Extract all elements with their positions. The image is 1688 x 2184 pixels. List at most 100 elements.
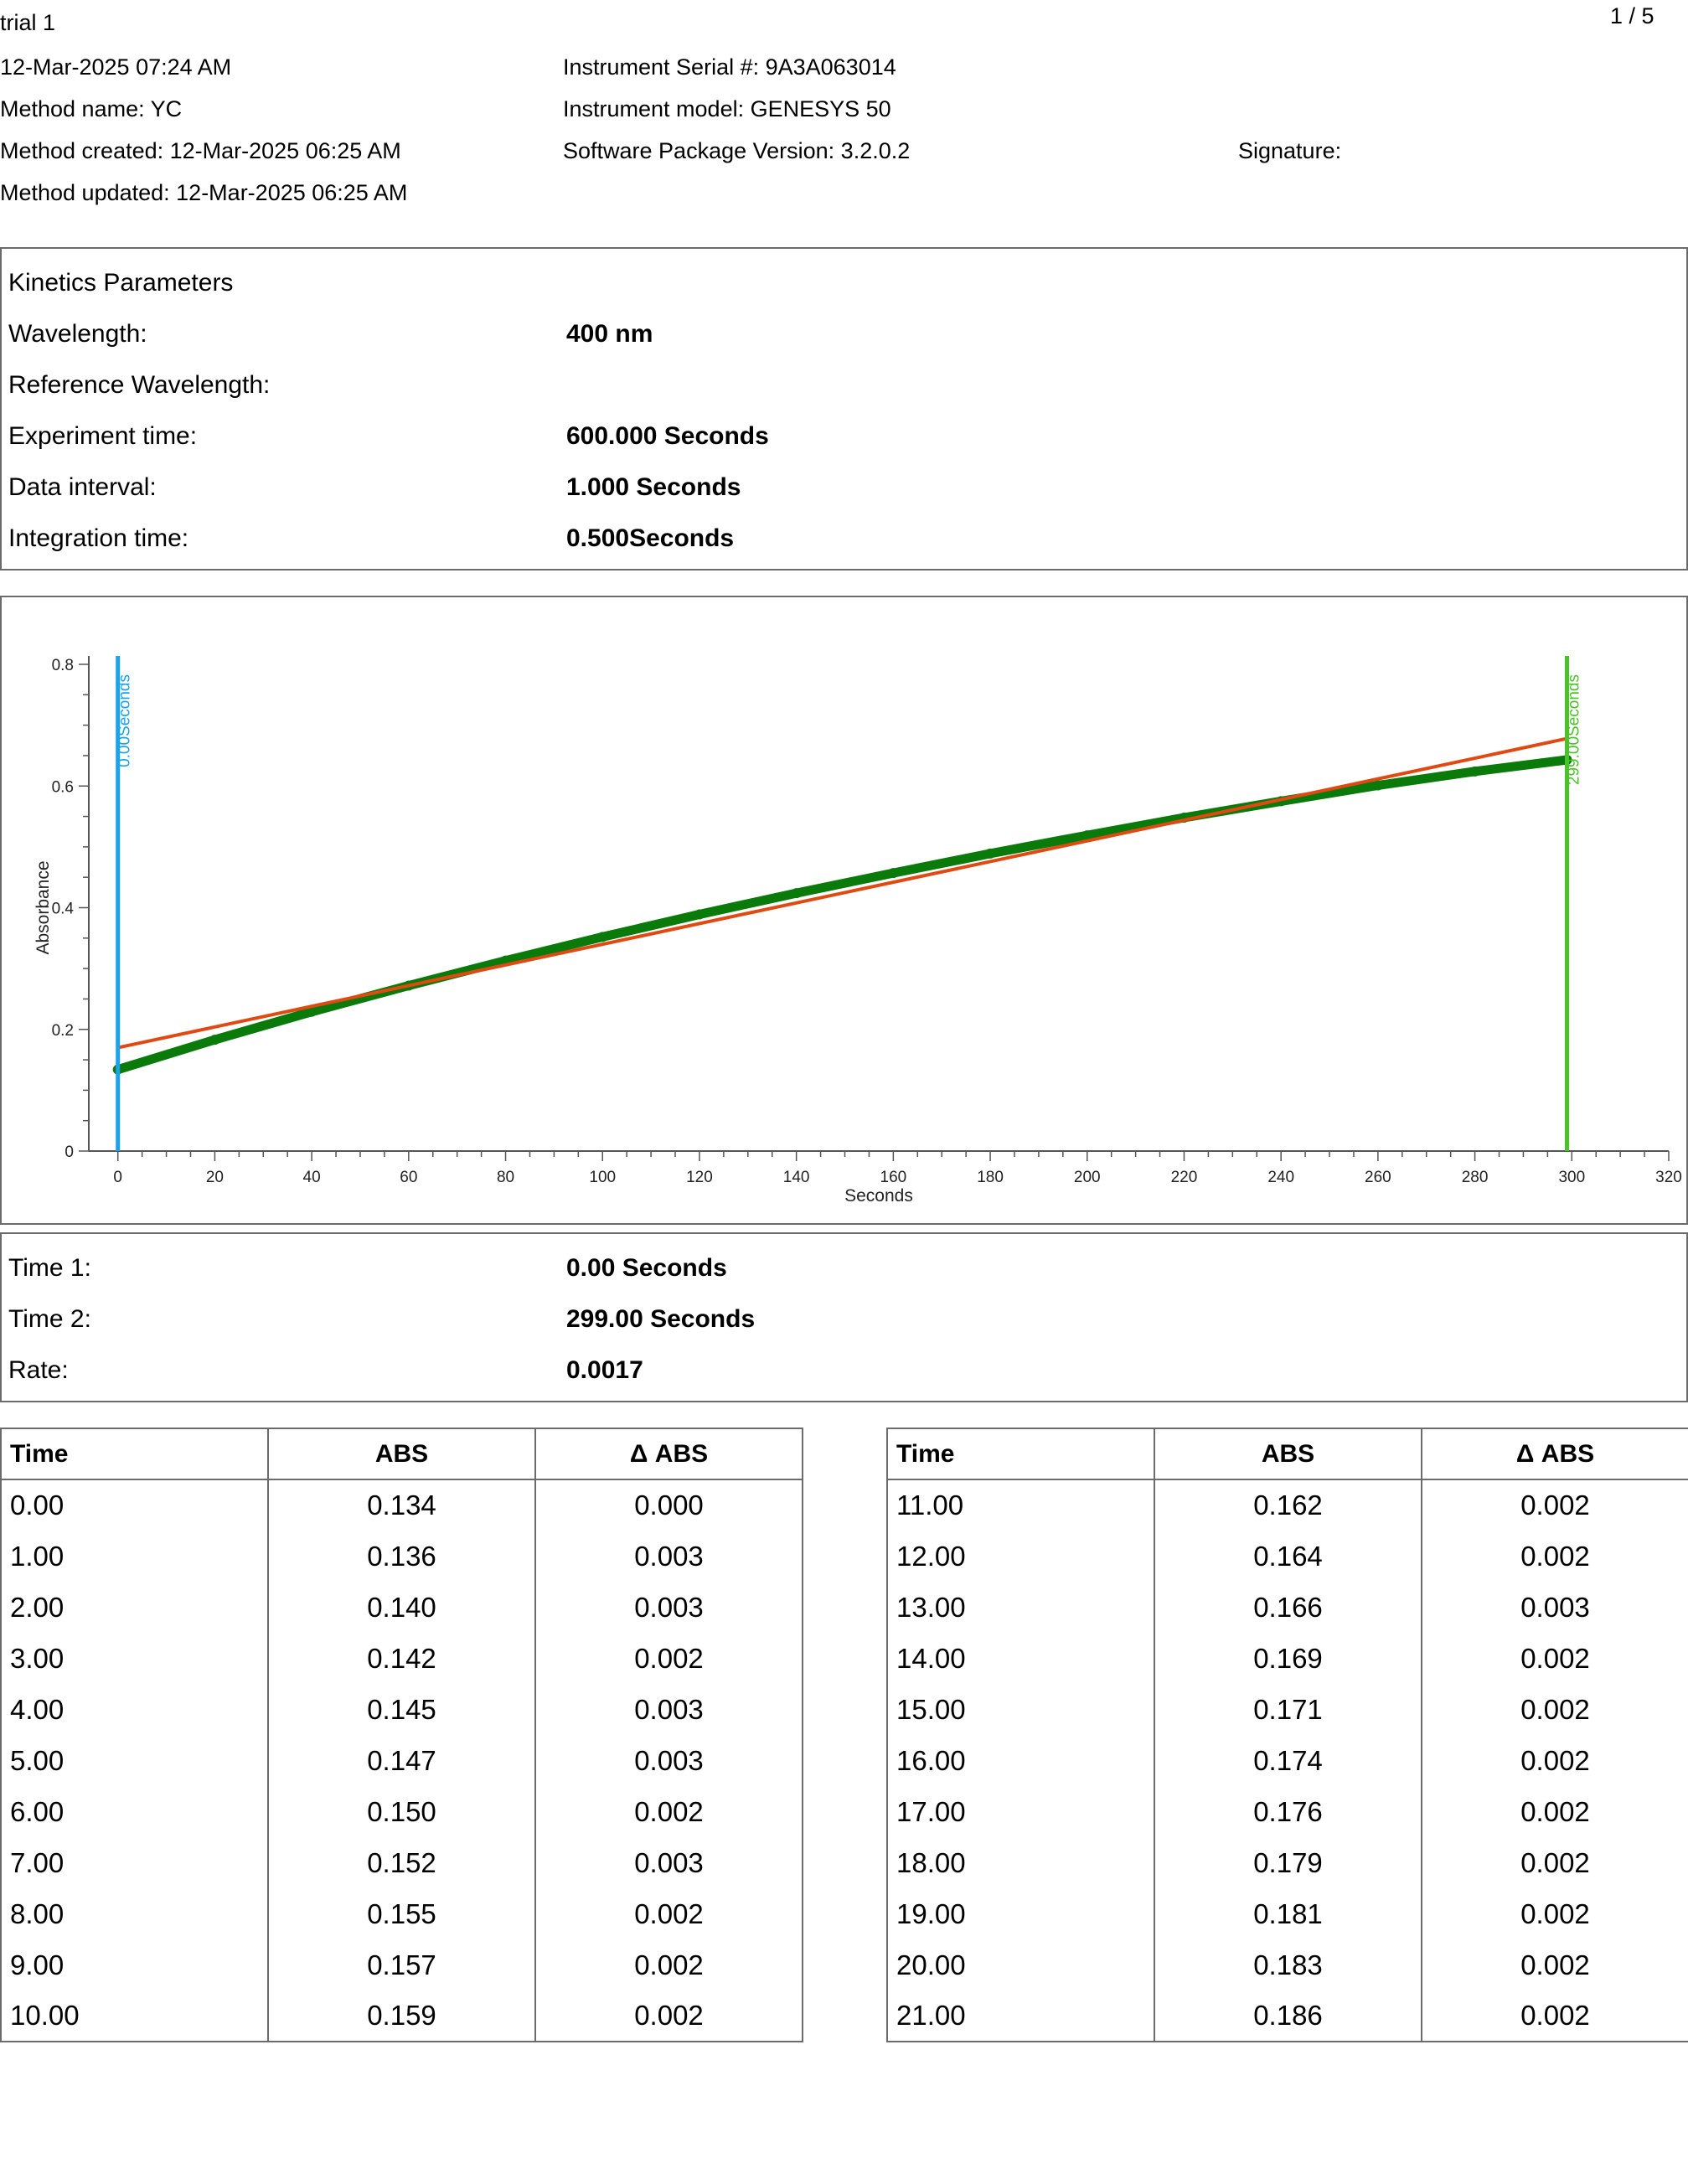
time-cell: 14.00 bbox=[886, 1633, 1155, 1684]
time-cell: 5.00 bbox=[0, 1735, 269, 1786]
data-interval-label: Data interval: bbox=[8, 473, 157, 501]
data-table-right: Time ABS Δ ABS 11.00 0.162 0.002 12.00 0.164… bbox=[886, 1428, 1688, 2042]
time-cell: 0.00 bbox=[0, 1479, 269, 1531]
table-row: 9.00 0.157 0.002 bbox=[0, 1939, 803, 1990]
time-cell: 18.00 bbox=[886, 1837, 1155, 1888]
abs-cell: 0.150 bbox=[267, 1786, 536, 1837]
abs-cell: 0.155 bbox=[267, 1888, 536, 1939]
experiment-time-value: 600.000 Seconds bbox=[566, 422, 769, 450]
x-tick-label: 320 bbox=[1655, 1169, 1682, 1186]
delta-abs-cell: 0.002 bbox=[1421, 1990, 1688, 2042]
y-axis-title: Absorbance bbox=[34, 860, 53, 954]
measured-data-point bbox=[1372, 780, 1383, 791]
rate-label: Rate: bbox=[8, 1356, 69, 1384]
time-cell: 2.00 bbox=[0, 1582, 269, 1633]
abs-cell: 0.186 bbox=[1154, 1990, 1422, 2042]
wavelength-label: Wavelength: bbox=[8, 320, 147, 348]
kinetics-parameters-panel: Kinetics Parameters Wavelength: 400 nm R… bbox=[0, 247, 1688, 571]
table-row: 0.00 0.134 0.000 bbox=[0, 1479, 803, 1531]
table-row: 4.00 0.145 0.003 bbox=[0, 1684, 803, 1735]
delta-abs-cell: 0.002 bbox=[534, 1939, 803, 1990]
method-created: Method created: 12-Mar-2025 06:25 AM bbox=[0, 138, 401, 163]
x-tick-label: 120 bbox=[686, 1169, 713, 1186]
delta-abs-cell: 0.003 bbox=[534, 1531, 803, 1582]
instrument-model: Instrument model: GENESYS 50 bbox=[563, 96, 891, 121]
time-cell: 13.00 bbox=[886, 1582, 1155, 1633]
delta-abs-cell: 0.003 bbox=[534, 1582, 803, 1633]
time2-label: Time 2: bbox=[8, 1305, 91, 1333]
table-row: 21.00 0.186 0.002 bbox=[886, 1990, 1688, 2042]
method-updated: Method updated: 12-Mar-2025 06:25 AM bbox=[0, 180, 408, 205]
time-cell: 19.00 bbox=[886, 1888, 1155, 1939]
col-header-delta-abs: Δ ABS bbox=[1421, 1428, 1688, 1480]
delta-abs-cell: 0.002 bbox=[1421, 1479, 1688, 1531]
time-cell: 9.00 bbox=[0, 1939, 269, 1990]
delta-abs-cell: 0.002 bbox=[1421, 1531, 1688, 1582]
data-table-left: Time ABS Δ ABS 0.00 0.134 0.000 1.00 0.136 0.… bbox=[0, 1428, 803, 2042]
integration-time-value: 0.500Seconds bbox=[566, 524, 735, 552]
time-cell: 3.00 bbox=[0, 1633, 269, 1684]
x-tick-label: 160 bbox=[880, 1169, 907, 1186]
abs-cell: 0.174 bbox=[1154, 1735, 1422, 1786]
abs-cell: 0.162 bbox=[1154, 1479, 1422, 1531]
report-datetime: 12-Mar-2025 07:24 AM bbox=[0, 54, 232, 80]
abs-cell: 0.181 bbox=[1154, 1888, 1422, 1939]
time-cell: 7.00 bbox=[0, 1837, 269, 1888]
time-cell: 20.00 bbox=[886, 1939, 1155, 1990]
abs-cell: 0.136 bbox=[267, 1531, 536, 1582]
abs-cell: 0.169 bbox=[1154, 1633, 1422, 1684]
method-name: Method name: YC bbox=[0, 96, 183, 121]
time-cell: 10.00 bbox=[0, 1990, 269, 2042]
time-cell: 6.00 bbox=[0, 1786, 269, 1837]
x-tick-label: 20 bbox=[206, 1169, 224, 1186]
x-tick-label: 300 bbox=[1558, 1169, 1585, 1186]
time-cell: 21.00 bbox=[886, 1990, 1155, 2042]
measured-data-point bbox=[694, 909, 705, 920]
x-tick-label: 180 bbox=[977, 1169, 1004, 1186]
page-indicator: 1 / 5 bbox=[1610, 3, 1654, 28]
reference-wavelength-label: Reference Wavelength: bbox=[8, 371, 271, 399]
x-tick-label: 280 bbox=[1462, 1169, 1489, 1186]
table-row: 3.00 0.142 0.002 bbox=[0, 1633, 803, 1684]
table-row: 11.00 0.162 0.002 bbox=[886, 1479, 1688, 1531]
y-tick-label: 0.4 bbox=[52, 901, 75, 918]
measured-data-point bbox=[888, 868, 899, 879]
table-row: 6.00 0.150 0.002 bbox=[0, 1786, 803, 1837]
results-panel: Time 1: 0.00 Seconds Time 2: 299.00 Seco… bbox=[0, 1232, 1688, 1402]
delta-abs-cell: 0.002 bbox=[1421, 1837, 1688, 1888]
absorbance-chart: 0 20 40 60 80 100 120 140 160 180 200 220 240 260 280 3… bbox=[34, 656, 1682, 1206]
table-row: 20.00 0.183 0.002 bbox=[886, 1939, 1688, 1990]
delta-abs-cell: 0.003 bbox=[1421, 1582, 1688, 1633]
delta-abs-cell: 0.003 bbox=[534, 1735, 803, 1786]
time-cell: 4.00 bbox=[0, 1684, 269, 1735]
delta-abs-cell: 0.003 bbox=[534, 1684, 803, 1735]
table-header-row: Time ABS Δ ABS bbox=[886, 1428, 1688, 1480]
table-row: 13.00 0.166 0.003 bbox=[886, 1582, 1688, 1633]
abs-cell: 0.145 bbox=[267, 1684, 536, 1735]
x-tick-label: 60 bbox=[400, 1169, 417, 1186]
measured-data-point bbox=[985, 848, 996, 859]
integration-time-label: Integration time: bbox=[8, 524, 189, 552]
measured-data-point bbox=[1081, 830, 1092, 841]
kinetics-heading: Kinetics Parameters bbox=[8, 269, 234, 297]
delta-abs-cell: 0.003 bbox=[534, 1837, 803, 1888]
abs-cell: 0.152 bbox=[267, 1837, 536, 1888]
delta-abs-cell: 0.002 bbox=[1421, 1939, 1688, 1990]
x-tick-label: 0 bbox=[113, 1169, 122, 1186]
delta-abs-cell: 0.002 bbox=[1421, 1684, 1688, 1735]
measured-data-point bbox=[791, 888, 802, 899]
wavelength-value: 400 nm bbox=[566, 320, 653, 348]
x-axis-title: Seconds bbox=[844, 1186, 913, 1206]
time1-value: 0.00 Seconds bbox=[566, 1254, 727, 1282]
abs-cell: 0.134 bbox=[267, 1479, 536, 1531]
delta-abs-cell: 0.002 bbox=[1421, 1786, 1688, 1837]
time2-value: 299.00 Seconds bbox=[566, 1305, 756, 1333]
measured-data-point bbox=[307, 1006, 317, 1017]
delta-abs-cell: 0.000 bbox=[534, 1479, 803, 1531]
table-row: 7.00 0.152 0.003 bbox=[0, 1837, 803, 1888]
kinetics-chart-panel: 0 20 40 60 80 100 120 140 160 180 200 220 240 260 280 3… bbox=[0, 596, 1688, 1225]
time-marker-label: 0.00Seconds bbox=[116, 674, 134, 767]
software-version: Software Package Version: 3.2.0.2 bbox=[563, 138, 911, 163]
col-header-delta-abs: Δ ABS bbox=[534, 1428, 803, 1480]
abs-cell: 0.159 bbox=[267, 1990, 536, 2042]
